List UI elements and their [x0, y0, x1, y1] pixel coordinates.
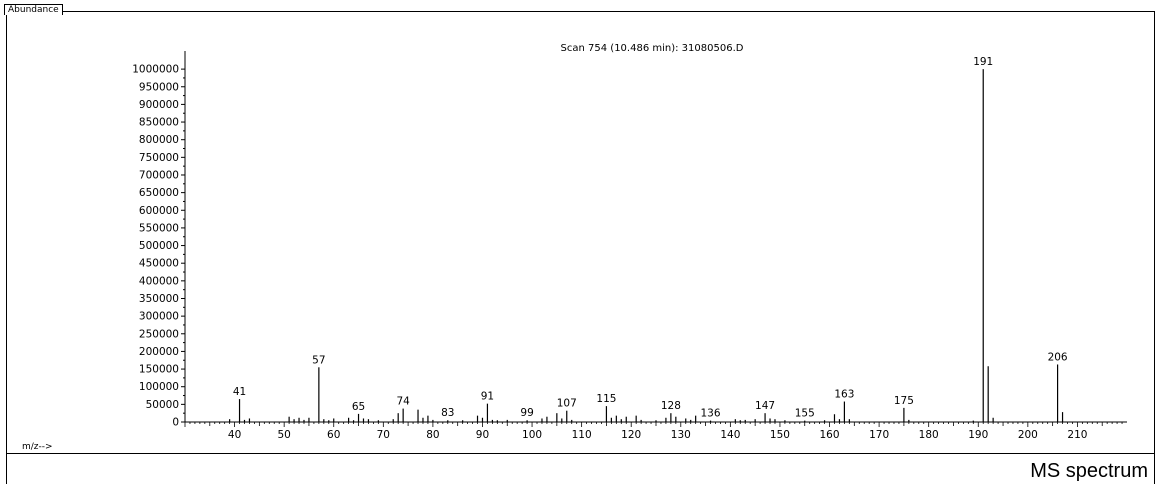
- peak-label: 91: [481, 391, 494, 403]
- y-tick-label: 950000: [139, 81, 179, 93]
- peak-label: 175: [894, 395, 914, 407]
- y-tick-label: 600000: [139, 205, 179, 217]
- x-tick-label: 50: [277, 429, 290, 441]
- y-tick-label: 100000: [139, 381, 179, 393]
- x-tick-label: 100: [522, 429, 542, 441]
- y-tick-label: 300000: [139, 311, 179, 323]
- peak-label: 155: [795, 408, 815, 420]
- x-tick-label: 170: [869, 429, 889, 441]
- x-tick-label: 130: [671, 429, 691, 441]
- y-tick-label: 450000: [139, 258, 179, 270]
- y-tick-label: 200000: [139, 346, 179, 358]
- y-tick-label: 850000: [139, 117, 179, 129]
- chart-title: Scan 754 (10.486 min): 31080506.D: [561, 43, 744, 54]
- x-tick-label: 140: [720, 429, 740, 441]
- peak-label: 128: [661, 400, 681, 412]
- y-tick-label: 650000: [139, 187, 179, 199]
- peak-label: 74: [396, 396, 410, 408]
- y-tick-label: 350000: [139, 293, 179, 305]
- x-tick-label: 160: [820, 429, 840, 441]
- x-tick-label: 190: [968, 429, 988, 441]
- x-tick-label: 180: [919, 429, 939, 441]
- figure-caption: MS spectrum: [1030, 460, 1148, 482]
- peak-label: 83: [441, 407, 454, 419]
- peak-label: 99: [520, 407, 533, 419]
- peak-label: 57: [312, 354, 325, 366]
- y-axis: 0 50000 100000 150000 200000 250000 300000 3500…: [132, 51, 186, 429]
- y-tick-label: 800000: [139, 134, 179, 146]
- plot-frame: [6, 11, 1155, 454]
- y-tick-label: 700000: [139, 169, 179, 181]
- x-tick-label: 80: [426, 429, 439, 441]
- y-tick-label: 1000000: [132, 64, 179, 76]
- y-tick-label: 150000: [139, 364, 179, 376]
- caption-bar: MS spectrum: [6, 454, 1155, 484]
- peak-label: 41: [233, 386, 246, 398]
- x-axis: 40 50 60 70 80 90 100 110 120 130 140 150 160 170 180 1…: [184, 421, 1127, 441]
- y-tick-label: 250000: [139, 328, 179, 340]
- y-tick-label: 0: [172, 417, 179, 429]
- peak-bars: [229, 69, 1064, 422]
- peak-label: 191: [973, 56, 993, 68]
- peak-label: 65: [352, 401, 365, 413]
- y-tick-label: 50000: [146, 399, 179, 411]
- peak-label: 136: [701, 408, 721, 420]
- x-axis-label: m/z-->: [22, 442, 53, 452]
- peak-label: 206: [1048, 351, 1068, 363]
- peak-labels: 41 57 65 74 83 91 99 107 115 128 136 147 155 163 175 19…: [233, 56, 1068, 419]
- x-tick-label: 200: [1018, 429, 1038, 441]
- peak-label: 163: [834, 389, 854, 401]
- x-tick-label: 60: [327, 429, 340, 441]
- peak-label: 115: [596, 393, 616, 405]
- x-tick-label: 40: [228, 429, 241, 441]
- y-tick-label: 900000: [139, 99, 179, 111]
- y-axis-title: Abundance: [4, 4, 63, 15]
- x-tick-label: 150: [770, 429, 790, 441]
- peak-label: 147: [755, 400, 775, 412]
- peak-label: 107: [557, 398, 577, 410]
- x-tick-label: 210: [1067, 429, 1087, 441]
- y-tick-label: 550000: [139, 222, 179, 234]
- y-tick-label: 500000: [139, 240, 179, 252]
- x-tick-label: 70: [377, 429, 390, 441]
- x-tick-label: 120: [621, 429, 641, 441]
- x-tick-label: 90: [476, 429, 489, 441]
- y-tick-label: 400000: [139, 275, 179, 287]
- x-tick-label: 110: [572, 429, 592, 441]
- y-tick-label: 750000: [139, 152, 179, 164]
